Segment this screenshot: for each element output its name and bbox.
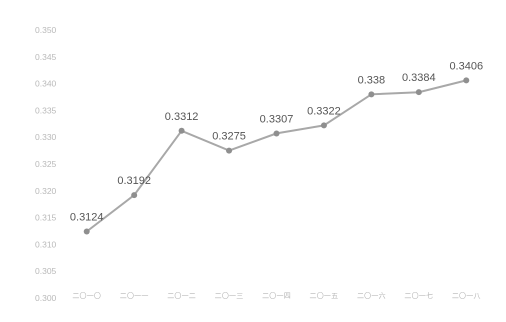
x-tick-label: 二〇一八 — [452, 292, 481, 300]
y-tick-label: 0.315 — [35, 213, 57, 223]
y-tick-label: 0.305 — [35, 266, 57, 276]
x-tick-label: 二〇一五 — [310, 292, 339, 300]
y-tick-label: 0.325 — [35, 159, 57, 169]
data-label: 0.3275 — [212, 131, 246, 143]
x-tick-label: 二〇一六 — [357, 291, 386, 300]
data-label: 0.3322 — [307, 105, 341, 117]
data-label: 0.3124 — [70, 212, 104, 224]
data-point — [226, 147, 233, 154]
data-label: 0.3312 — [165, 111, 199, 123]
y-tick-label: 0.310 — [35, 239, 57, 249]
data-point — [273, 130, 280, 137]
y-tick-label: 0.345 — [35, 52, 57, 62]
y-tick-label: 0.330 — [35, 132, 57, 142]
y-axis-ticks: 0.350 0.345 0.340 0.335 0.330 0.325 0.320 0.315… — [35, 25, 57, 303]
data-label: 0.338 — [358, 74, 386, 86]
x-axis-labels: 二〇一〇 二〇一一 二〇一二 二〇一三 二〇一四 二〇一五 二〇一六 二〇一七 二〇一八 — [72, 291, 480, 300]
data-point — [320, 122, 327, 129]
y-tick-label: 0.350 — [35, 25, 57, 35]
x-tick-label: 二〇一〇 — [72, 292, 101, 300]
x-tick-label: 二〇一一 — [120, 292, 149, 300]
data-labels: 0.3124 0.3192 0.3312 0.3275 0.3307 0.3322 0.33… — [70, 60, 483, 223]
data-point — [368, 91, 375, 98]
y-tick-label: 0.340 — [35, 79, 57, 89]
data-point — [131, 192, 138, 199]
data-label: 0.3384 — [402, 72, 436, 84]
x-tick-label: 二〇一三 — [215, 292, 244, 300]
data-label: 0.3192 — [117, 175, 151, 187]
data-point — [83, 228, 90, 235]
y-tick-label: 0.320 — [35, 186, 57, 196]
x-tick-label: 二〇一四 — [262, 292, 291, 300]
x-tick-label: 二〇一七 — [404, 291, 433, 300]
x-tick-label: 二〇一二 — [167, 292, 196, 300]
data-point — [463, 77, 470, 84]
data-point — [178, 127, 185, 134]
series-markers — [83, 77, 470, 235]
data-point — [415, 89, 422, 96]
y-tick-label: 0.335 — [35, 105, 57, 115]
data-label: 0.3406 — [449, 60, 483, 72]
series-line — [86, 79, 467, 233]
y-tick-label: 0.300 — [35, 293, 57, 303]
data-label: 0.3307 — [260, 113, 294, 125]
